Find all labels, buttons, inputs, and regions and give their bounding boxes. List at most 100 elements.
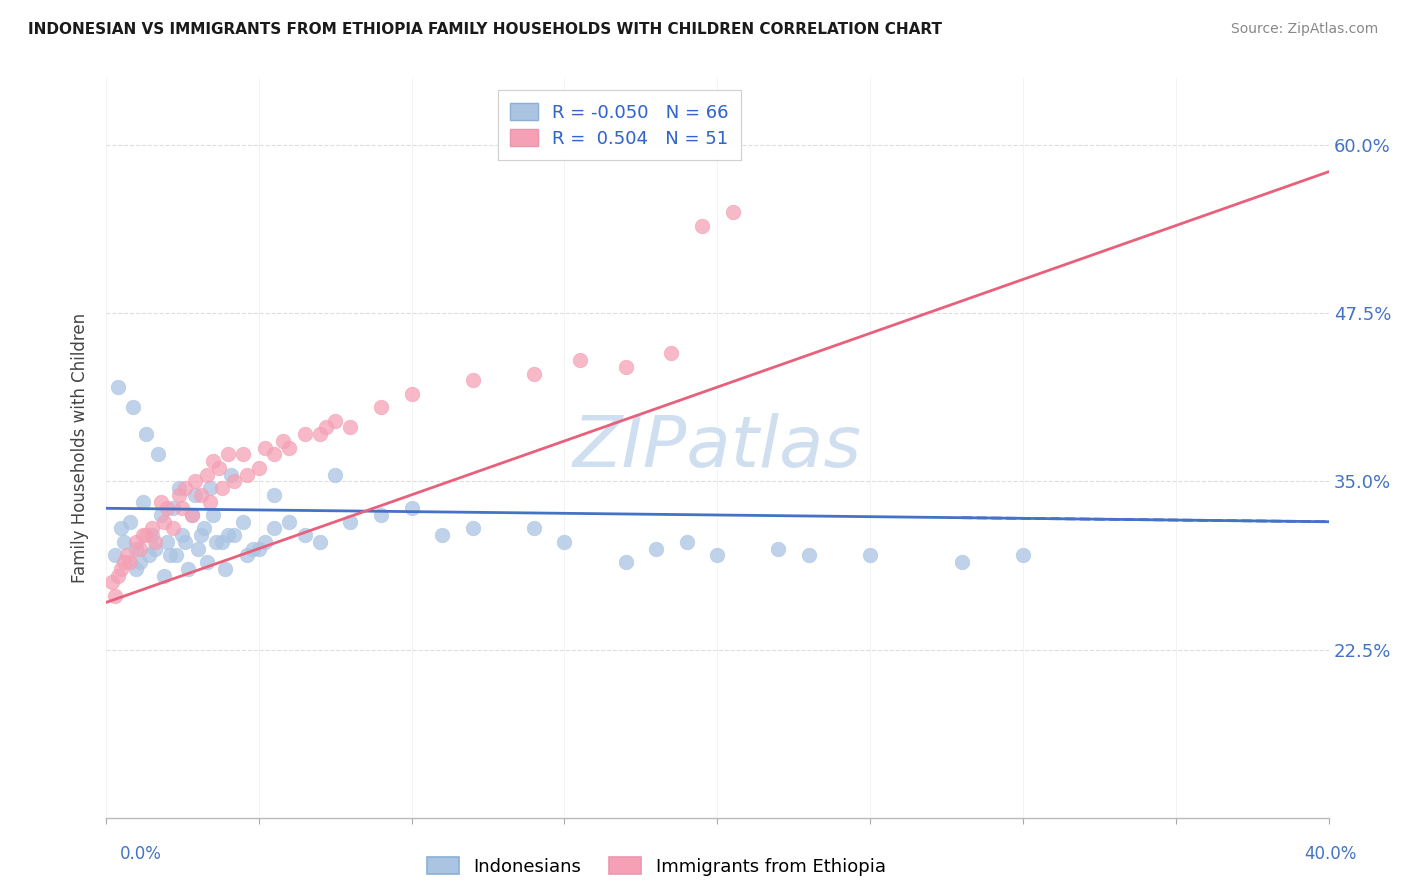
- Point: [224, 528, 246, 542]
- Point: [323, 414, 346, 428]
- Point: [1012, 549, 1035, 563]
- Point: [278, 441, 301, 455]
- Point: [768, 541, 790, 556]
- Point: [950, 555, 973, 569]
- Point: [156, 501, 179, 516]
- Point: [523, 521, 546, 535]
- Point: [141, 521, 163, 535]
- Point: [138, 549, 160, 563]
- Point: [128, 541, 150, 556]
- Point: [122, 401, 145, 415]
- Point: [263, 521, 285, 535]
- Point: [125, 541, 148, 556]
- Point: [461, 373, 484, 387]
- Point: [294, 427, 316, 442]
- Point: [110, 562, 132, 576]
- Point: [553, 535, 575, 549]
- Point: [675, 535, 697, 549]
- Legend: R = -0.050   N = 66, R =  0.504   N = 51: R = -0.050 N = 66, R = 0.504 N = 51: [498, 90, 741, 161]
- Point: [180, 508, 202, 522]
- Point: [104, 549, 127, 563]
- Point: [721, 205, 744, 219]
- Point: [432, 528, 454, 542]
- Point: [135, 427, 157, 442]
- Text: INDONESIAN VS IMMIGRANTS FROM ETHIOPIA FAMILY HOUSEHOLDS WITH CHILDREN CORRELATI: INDONESIAN VS IMMIGRANTS FROM ETHIOPIA F…: [28, 22, 942, 37]
- Point: [263, 447, 285, 461]
- Point: [278, 515, 301, 529]
- Point: [224, 475, 246, 489]
- Point: [797, 549, 820, 563]
- Point: [235, 549, 257, 563]
- Text: ZIPatlas: ZIPatlas: [572, 413, 862, 483]
- Point: [294, 528, 316, 542]
- Text: 40.0%: 40.0%: [1305, 846, 1357, 863]
- Point: [247, 541, 270, 556]
- Point: [183, 475, 205, 489]
- Point: [370, 508, 392, 522]
- Point: [198, 481, 221, 495]
- Point: [208, 461, 231, 475]
- Point: [172, 528, 194, 542]
- Point: [195, 467, 218, 482]
- Point: [401, 501, 423, 516]
- Point: [104, 589, 127, 603]
- Point: [125, 562, 148, 576]
- Point: [401, 387, 423, 401]
- Point: [315, 420, 337, 434]
- Point: [211, 535, 233, 549]
- Point: [174, 535, 197, 549]
- Point: [859, 549, 882, 563]
- Point: [706, 549, 728, 563]
- Point: [614, 359, 637, 374]
- Point: [690, 219, 713, 233]
- Point: [217, 447, 239, 461]
- Point: [201, 454, 224, 468]
- Point: [165, 549, 187, 563]
- Point: [201, 508, 224, 522]
- Point: [645, 541, 668, 556]
- Point: [162, 521, 184, 535]
- Point: [235, 467, 257, 482]
- Point: [125, 535, 148, 549]
- Point: [156, 535, 179, 549]
- Point: [120, 555, 142, 569]
- Point: [205, 535, 228, 549]
- Point: [232, 447, 254, 461]
- Point: [211, 481, 233, 495]
- Point: [614, 555, 637, 569]
- Point: [143, 535, 166, 549]
- Point: [117, 549, 139, 563]
- Text: Source: ZipAtlas.com: Source: ZipAtlas.com: [1230, 22, 1378, 37]
- Point: [131, 528, 153, 542]
- Point: [190, 528, 212, 542]
- Point: [177, 562, 200, 576]
- Point: [153, 515, 176, 529]
- Point: [169, 481, 191, 495]
- Point: [143, 541, 166, 556]
- Text: 0.0%: 0.0%: [120, 846, 162, 863]
- Point: [198, 494, 221, 508]
- Point: [128, 555, 150, 569]
- Point: [217, 528, 239, 542]
- Point: [309, 427, 332, 442]
- Point: [149, 508, 172, 522]
- Point: [120, 515, 142, 529]
- Point: [190, 488, 212, 502]
- Point: [159, 549, 181, 563]
- Point: [271, 434, 294, 448]
- Point: [242, 541, 264, 556]
- Point: [174, 481, 197, 495]
- Point: [112, 555, 135, 569]
- Point: [149, 494, 172, 508]
- Point: [232, 515, 254, 529]
- Point: [214, 562, 236, 576]
- Point: [263, 488, 285, 502]
- Point: [370, 401, 392, 415]
- Point: [193, 521, 215, 535]
- Point: [253, 535, 276, 549]
- Point: [180, 508, 202, 522]
- Point: [107, 380, 129, 394]
- Point: [110, 521, 132, 535]
- Point: [219, 467, 242, 482]
- Point: [112, 535, 135, 549]
